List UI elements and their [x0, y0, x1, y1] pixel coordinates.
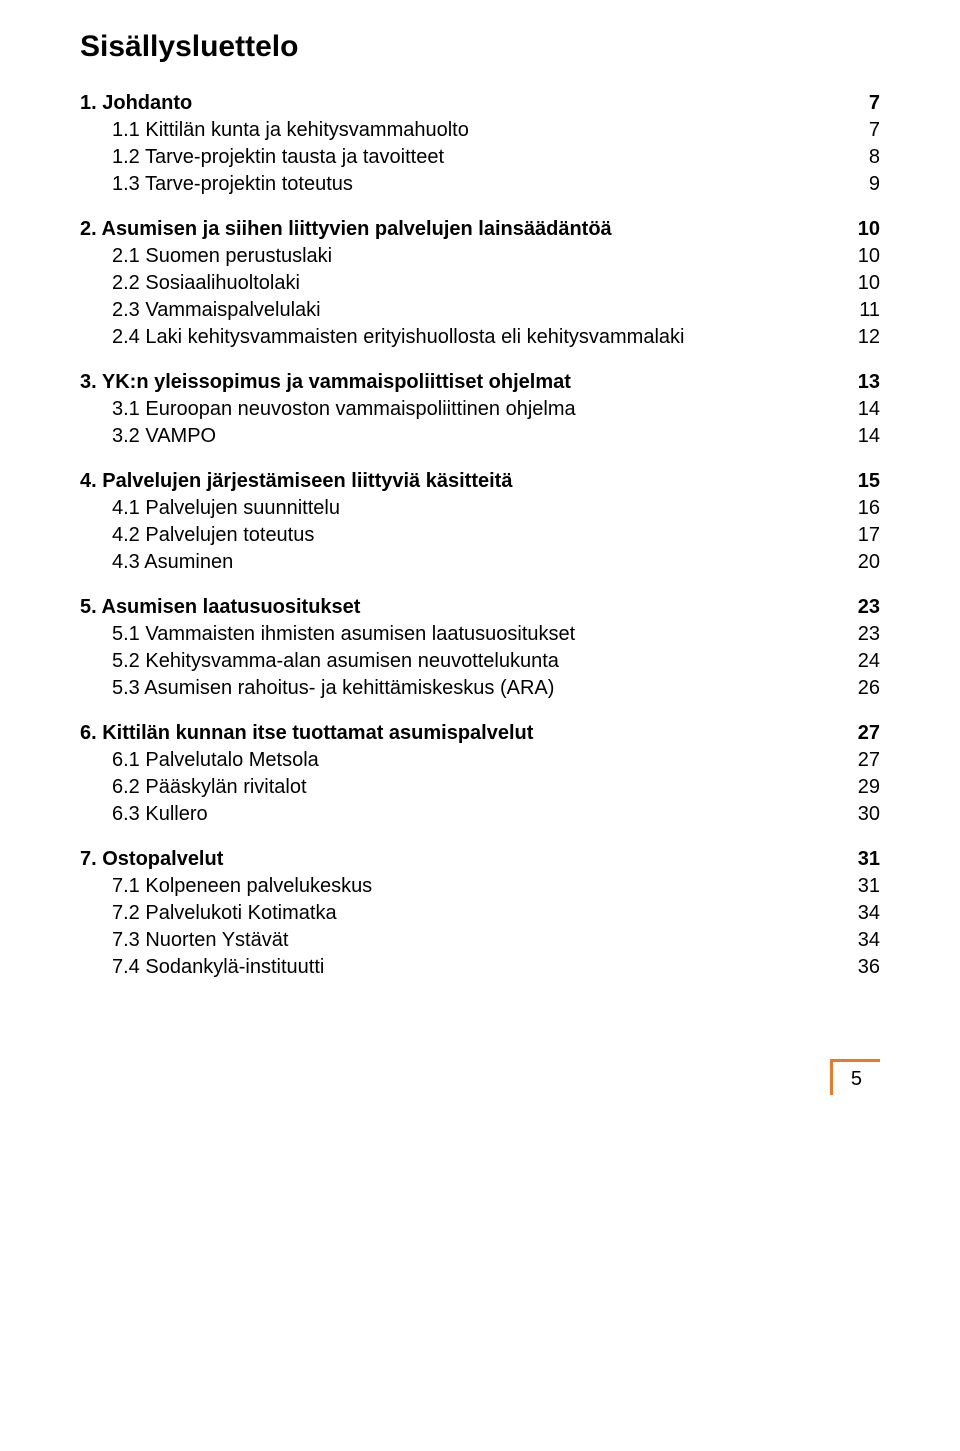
toc-entry-page: 9	[830, 173, 880, 196]
toc-entry-page: 34	[830, 929, 880, 952]
toc-entry: 4.1 Palvelujen suunnittelu16	[80, 497, 880, 520]
toc-entry-label: 5.1 Vammaisten ihmisten asumisen laatusu…	[80, 623, 830, 646]
toc-entry: 7.2 Palvelukoti Kotimatka34	[80, 902, 880, 925]
toc-entry-page: 16	[830, 497, 880, 520]
toc-section-header: 5. Asumisen laatusuositukset 23	[80, 596, 880, 619]
toc-entry: 3.2 VAMPO14	[80, 425, 880, 448]
toc-entry: 7.4 Sodankylä-instituutti36	[80, 956, 880, 979]
toc-entry-page: 11	[830, 299, 880, 322]
toc-section-header: 3. YK:n yleissopimus ja vammaispoliittis…	[80, 371, 880, 394]
toc-section-header: 7. Ostopalvelut 31	[80, 848, 880, 871]
toc-section-header: 6. Kittilän kunnan itse tuottamat asumis…	[80, 722, 880, 745]
toc-section: 1. Johdanto71.1 Kittilän kunta ja kehity…	[80, 92, 880, 196]
toc-entry-page: 29	[830, 776, 880, 799]
toc-entry-page: 27	[830, 749, 880, 772]
toc-entry-label: 6.3 Kullero	[80, 803, 830, 826]
toc-entry-page: 31	[830, 875, 880, 898]
toc-entry-label: 1.3 Tarve-projektin toteutus	[80, 173, 830, 196]
toc-entry-label: 4.3 Asuminen	[80, 551, 830, 574]
toc-entry-page: 17	[830, 524, 880, 547]
toc-entry: 6.1 Palvelutalo Metsola27	[80, 749, 880, 772]
toc-entry-label: 7.1 Kolpeneen palvelukeskus	[80, 875, 830, 898]
toc-entry-page: 8	[830, 146, 880, 169]
toc-section: 6. Kittilän kunnan itse tuottamat asumis…	[80, 722, 880, 826]
toc-section-header: 2. Asumisen ja siihen liittyvien palvelu…	[80, 218, 880, 241]
toc-entry-label: 6.1 Palvelutalo Metsola	[80, 749, 830, 772]
toc-entry-label: 4.1 Palvelujen suunnittelu	[80, 497, 830, 520]
toc-entry-label: 2.4 Laki kehitysvammaisten erityishuollo…	[80, 326, 830, 349]
toc-entry: 7.3 Nuorten Ystävät34	[80, 929, 880, 952]
toc-entry-page: 12	[830, 326, 880, 349]
toc-entry: 5.1 Vammaisten ihmisten asumisen laatusu…	[80, 623, 880, 646]
toc-entry-label: 6.2 Pääskylän rivitalot	[80, 776, 830, 799]
toc-entry: 2.2 Sosiaalihuoltolaki10	[80, 272, 880, 295]
page-title: Sisällysluettelo	[80, 30, 880, 64]
toc-entry: 5.2 Kehitysvamma-alan asumisen neuvottel…	[80, 650, 880, 673]
toc-entry: 5.3 Asumisen rahoitus- ja kehittämiskesk…	[80, 677, 880, 700]
toc-entry-page: 30	[830, 803, 880, 826]
toc-section-header: 1. Johdanto 7	[80, 92, 880, 115]
toc-header-label: 2. Asumisen ja siihen liittyvien palvelu…	[80, 218, 612, 241]
toc-entry-label: 3.1 Euroopan neuvoston vammaispoliittine…	[80, 398, 830, 421]
toc-entry-label: 2.2 Sosiaalihuoltolaki	[80, 272, 830, 295]
toc-entry: 2.3 Vammaispalvelulaki11	[80, 299, 880, 322]
toc-entry-label: 7.3 Nuorten Ystävät	[80, 929, 830, 952]
toc-header-page: 23	[830, 596, 880, 619]
toc-section: 7. Ostopalvelut317.1 Kolpeneen palveluke…	[80, 848, 880, 979]
toc-entry: 1.1 Kittilän kunta ja kehitysvammahuolto…	[80, 119, 880, 142]
toc-entry-page: 7	[830, 119, 880, 142]
toc-header-label: 1. Johdanto	[80, 92, 192, 115]
toc-section: 3. YK:n yleissopimus ja vammaispoliittis…	[80, 371, 880, 448]
toc-header-label: 4. Palvelujen järjestämiseen liittyviä k…	[80, 470, 512, 493]
table-of-contents: 1. Johdanto71.1 Kittilän kunta ja kehity…	[80, 92, 880, 979]
toc-entry-page: 14	[830, 425, 880, 448]
toc-header-label: 5. Asumisen laatusuositukset	[80, 596, 360, 619]
toc-section: 5. Asumisen laatusuositukset 235.1 Vammai…	[80, 596, 880, 700]
toc-entry-label: 5.2 Kehitysvamma-alan asumisen neuvottel…	[80, 650, 830, 673]
toc-entry: 2.4 Laki kehitysvammaisten erityishuollo…	[80, 326, 880, 349]
toc-entry-page: 10	[830, 272, 880, 295]
toc-entry-label: 4.2 Palvelujen toteutus	[80, 524, 830, 547]
toc-header-label: 3. YK:n yleissopimus ja vammaispoliittis…	[80, 371, 571, 394]
toc-entry: 6.2 Pääskylän rivitalot29	[80, 776, 880, 799]
toc-header-page: 7	[830, 92, 880, 115]
toc-entry: 4.3 Asuminen20	[80, 551, 880, 574]
toc-entry-label: 7.4 Sodankylä-instituutti	[80, 956, 830, 979]
toc-header-page: 15	[830, 470, 880, 493]
toc-section: 4. Palvelujen järjestämiseen liittyviä k…	[80, 470, 880, 574]
page-number: 5	[851, 1068, 862, 1090]
toc-entry-label: 1.1 Kittilän kunta ja kehitysvammahuolto	[80, 119, 830, 142]
toc-entry-page: 26	[830, 677, 880, 700]
toc-entry-page: 10	[830, 245, 880, 268]
toc-entry: 7.1 Kolpeneen palvelukeskus31	[80, 875, 880, 898]
toc-entry-label: 5.3 Asumisen rahoitus- ja kehittämiskesk…	[80, 677, 830, 700]
toc-entry-page: 24	[830, 650, 880, 673]
toc-header-page: 31	[830, 848, 880, 871]
toc-entry: 2.1 Suomen perustuslaki10	[80, 245, 880, 268]
toc-entry: 4.2 Palvelujen toteutus17	[80, 524, 880, 547]
toc-entry-label: 2.3 Vammaispalvelulaki	[80, 299, 830, 322]
toc-entry: 6.3 Kullero30	[80, 803, 880, 826]
toc-entry: 1.3 Tarve-projektin toteutus9	[80, 173, 880, 196]
toc-header-page: 13	[830, 371, 880, 394]
toc-entry-label: 3.2 VAMPO	[80, 425, 830, 448]
toc-entry: 3.1 Euroopan neuvoston vammaispoliittine…	[80, 398, 880, 421]
page-number-box: 5	[830, 1059, 880, 1095]
page-footer: 5	[80, 1059, 880, 1095]
toc-entry: 1.2 Tarve-projektin tausta ja tavoitteet…	[80, 146, 880, 169]
toc-entry-page: 14	[830, 398, 880, 421]
toc-header-label: 7. Ostopalvelut	[80, 848, 223, 871]
toc-entry-page: 36	[830, 956, 880, 979]
toc-entry-label: 2.1 Suomen perustuslaki	[80, 245, 830, 268]
toc-entry-page: 23	[830, 623, 880, 646]
toc-section: 2. Asumisen ja siihen liittyvien palvelu…	[80, 218, 880, 349]
toc-entry-label: 7.2 Palvelukoti Kotimatka	[80, 902, 830, 925]
toc-entry-label: 1.2 Tarve-projektin tausta ja tavoitteet	[80, 146, 830, 169]
toc-entry-page: 20	[830, 551, 880, 574]
toc-header-label: 6. Kittilän kunnan itse tuottamat asumis…	[80, 722, 533, 745]
toc-section-header: 4. Palvelujen järjestämiseen liittyviä k…	[80, 470, 880, 493]
toc-header-page: 10	[830, 218, 880, 241]
toc-header-page: 27	[830, 722, 880, 745]
toc-entry-page: 34	[830, 902, 880, 925]
